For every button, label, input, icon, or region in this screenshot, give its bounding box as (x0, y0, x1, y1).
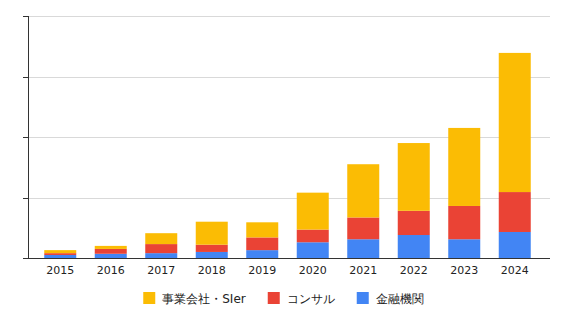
bar (448, 206, 480, 239)
bars (44, 53, 531, 258)
x-tick-label: 2016 (97, 264, 125, 277)
x-tick-label: 2019 (248, 264, 276, 277)
bar (95, 254, 127, 258)
x-tick-label: 2023 (450, 264, 478, 277)
bar (95, 246, 127, 249)
x-axis (28, 258, 550, 259)
chart-svg: 2015 2016 2017 2018 2019 2020 2021 2022 2023 2024… (0, 0, 567, 325)
grid-line (28, 258, 550, 259)
grid-line (28, 77, 550, 78)
x-tick-label: 2021 (349, 264, 377, 277)
bar (297, 230, 329, 243)
y-tick (23, 16, 28, 17)
bar (145, 253, 177, 258)
x-tick-label: 2020 (299, 264, 327, 277)
bar (347, 217, 379, 239)
y-tick (23, 77, 28, 78)
bar (246, 237, 278, 250)
x-tick-label: 2022 (400, 264, 428, 277)
legend-label: 金融機関 (376, 292, 424, 306)
bar (398, 235, 430, 258)
bar (297, 193, 329, 230)
bar (499, 192, 531, 232)
legend-label: 事業会社・SIer (162, 292, 246, 306)
bar (246, 222, 278, 237)
x-tick-label: 2017 (147, 264, 175, 277)
bar (145, 244, 177, 253)
bar (499, 232, 531, 258)
legend: 事業会社・SIer コンサル 金融機関 (143, 292, 423, 306)
x-tick-label: 2015 (46, 264, 74, 277)
bar (398, 143, 430, 211)
grid-line (28, 16, 550, 17)
x-tick-label: 2024 (501, 264, 529, 277)
bar (196, 222, 228, 245)
bar (95, 249, 127, 254)
bar (44, 250, 76, 253)
y-tick (23, 198, 28, 199)
y-tick (23, 137, 28, 138)
bar (398, 211, 430, 235)
legend-swatch (357, 292, 369, 304)
bar (347, 164, 379, 217)
bar (448, 239, 480, 258)
legend-swatch (268, 292, 280, 304)
legend-label: コンサル (287, 292, 335, 306)
bar (196, 245, 228, 252)
x-tick-label: 2018 (198, 264, 226, 277)
legend-swatch (143, 292, 155, 304)
bar (246, 250, 278, 258)
bar (297, 242, 329, 258)
bar (196, 252, 228, 258)
bar (448, 128, 480, 206)
y-axis (28, 16, 29, 258)
bar (145, 233, 177, 244)
bar (44, 255, 76, 258)
bar (499, 53, 531, 192)
bar (347, 239, 379, 258)
chart: 2015 2016 2017 2018 2019 2020 2021 2022 2023 2024… (0, 0, 567, 325)
y-tick (23, 258, 28, 259)
bar (44, 253, 76, 255)
